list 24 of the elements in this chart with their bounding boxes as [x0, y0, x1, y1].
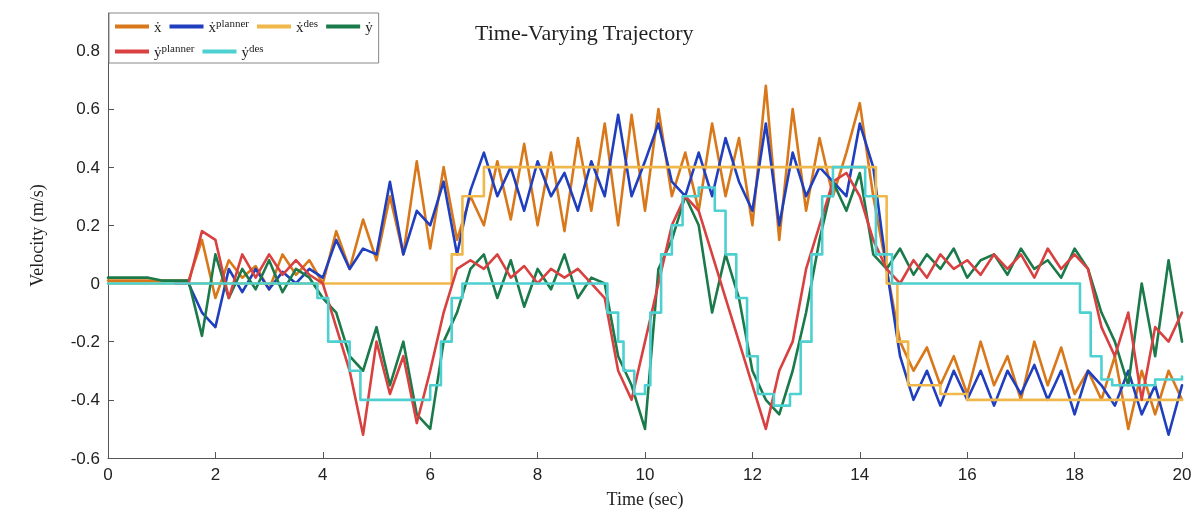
- x-axis-title: Time (sec): [606, 489, 684, 510]
- x-tick-label: 14: [850, 465, 870, 484]
- y-tick-label: 0: [90, 273, 100, 293]
- x-tick-label: 6: [425, 465, 435, 484]
- y-tick-label: 0.2: [76, 215, 100, 235]
- legend-label: ẏ: [365, 18, 374, 35]
- x-tick-label: 4: [318, 465, 328, 484]
- legend-label: ẋ: [154, 18, 162, 35]
- x-tick-label: 16: [957, 465, 977, 484]
- y-tick-label: -0.4: [70, 390, 100, 410]
- x-tick-label: 10: [635, 465, 655, 484]
- y-tick-label: 0.8: [76, 41, 100, 61]
- x-tick-label: 0: [103, 465, 113, 484]
- y-tick-label: -0.6: [70, 448, 100, 468]
- y-axis-title: Velocity (m/s): [27, 184, 48, 287]
- x-tick-label: 12: [742, 465, 762, 484]
- y-tick-label: 0.6: [76, 99, 100, 119]
- x-tick-label: 2: [210, 465, 221, 484]
- x-tick-label: 8: [532, 465, 543, 484]
- x-tick-label: 18: [1065, 465, 1085, 484]
- y-tick-label: 0.4: [76, 157, 100, 177]
- y-tick-label: -0.2: [70, 332, 100, 352]
- chart-title: Time-Varying Trajectory: [475, 19, 694, 45]
- x-tick-label: 20: [1172, 465, 1192, 484]
